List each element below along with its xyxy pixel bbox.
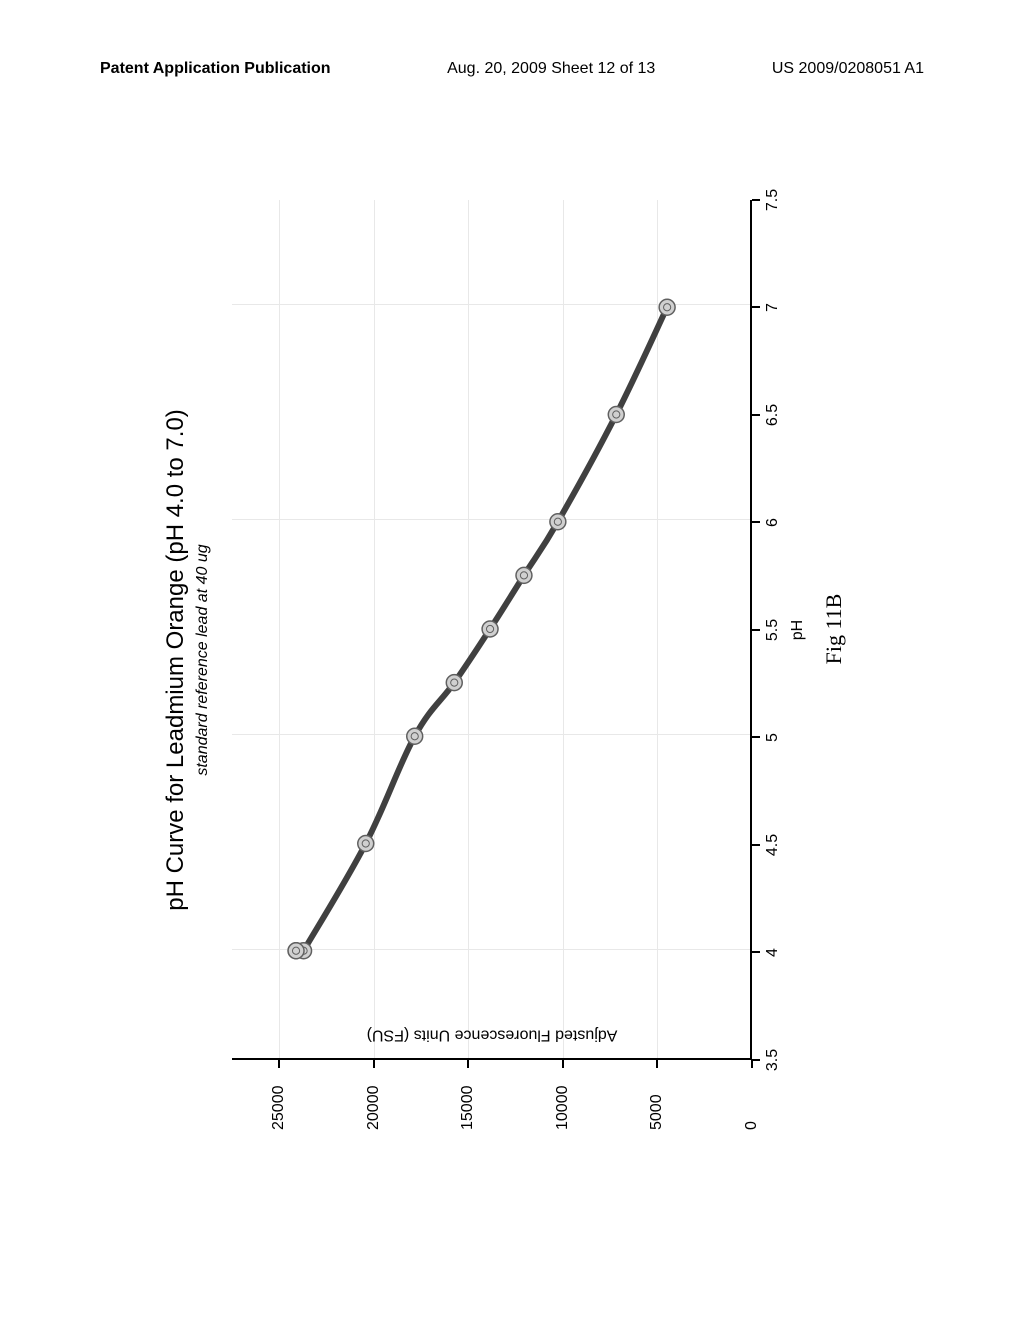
y-tick-label: 0 (743, 1121, 761, 1130)
x-tick-label: 6.5 (764, 404, 782, 426)
y-tick-label: 25000 (270, 1086, 288, 1131)
data-marker (608, 407, 624, 423)
x-tick (752, 844, 760, 846)
chart-title: pH Curve for Leadmium Orange (pH 4.0 to … (162, 160, 190, 1160)
data-marker (482, 621, 498, 637)
gridline-horizontal (374, 200, 375, 1058)
x-tick (752, 307, 760, 309)
chart-container: pH Curve for Leadmium Orange (pH 4.0 to … (162, 160, 862, 1160)
y-tick (751, 1060, 753, 1068)
x-tick (752, 522, 760, 524)
page-header: Patent Application Publication Aug. 20, … (0, 60, 1024, 78)
x-tick (752, 952, 760, 954)
x-tick-label: 3.5 (764, 1049, 782, 1071)
y-tick (467, 1060, 469, 1068)
chart-svg (232, 200, 750, 1058)
gridline-vertical (232, 520, 750, 521)
data-marker (407, 728, 423, 744)
x-tick (752, 199, 760, 201)
data-marker (296, 943, 312, 959)
x-tick-label: 4 (764, 948, 782, 957)
data-marker (288, 943, 304, 959)
data-marker (659, 299, 675, 315)
gridline-horizontal (563, 200, 564, 1058)
header-right: US 2009/0208051 A1 (772, 60, 924, 78)
y-tick-label: 10000 (554, 1086, 572, 1131)
x-tick-label: 4.5 (764, 834, 782, 856)
gridline-horizontal (468, 200, 469, 1058)
header-left: Patent Application Publication (100, 60, 331, 78)
data-line (304, 307, 668, 951)
x-tick-label: 5 (764, 733, 782, 742)
x-tick-label: 7 (764, 303, 782, 312)
x-axis-title: pH (789, 620, 807, 640)
y-tick (373, 1060, 375, 1068)
y-tick (656, 1060, 658, 1068)
plot-wrapper: 3.544.555.566.577.5 05000100001500020000… (232, 200, 752, 1060)
data-marker (358, 836, 374, 852)
x-tick (752, 414, 760, 416)
y-axis-title: Adjusted Fluorescence Units (FSU) (367, 1026, 618, 1044)
y-tick (562, 1060, 564, 1068)
data-marker (516, 567, 532, 583)
y-tick-label: 15000 (459, 1086, 477, 1131)
y-tick (278, 1060, 280, 1068)
x-tick-label: 6 (764, 518, 782, 527)
x-tick-label: 7.5 (764, 189, 782, 211)
plot-area (232, 200, 752, 1060)
figure-label: Fig 11B (821, 594, 847, 665)
gridline-horizontal (657, 200, 658, 1058)
gridline-vertical (232, 950, 750, 951)
gridline-horizontal (279, 200, 280, 1058)
x-tick-label: 5.5 (764, 619, 782, 641)
header-center: Aug. 20, 2009 Sheet 12 of 13 (447, 60, 655, 78)
gridline-vertical (232, 305, 750, 306)
y-tick-label: 5000 (648, 1094, 666, 1130)
x-tick (752, 629, 760, 631)
x-tick (752, 737, 760, 739)
chart-subtitle: standard reference lead at 40 ug (194, 160, 212, 1160)
gridline-vertical (232, 735, 750, 736)
y-tick-label: 20000 (365, 1086, 383, 1131)
x-tick (752, 1059, 760, 1061)
data-marker (446, 675, 462, 691)
data-marker (288, 943, 304, 959)
